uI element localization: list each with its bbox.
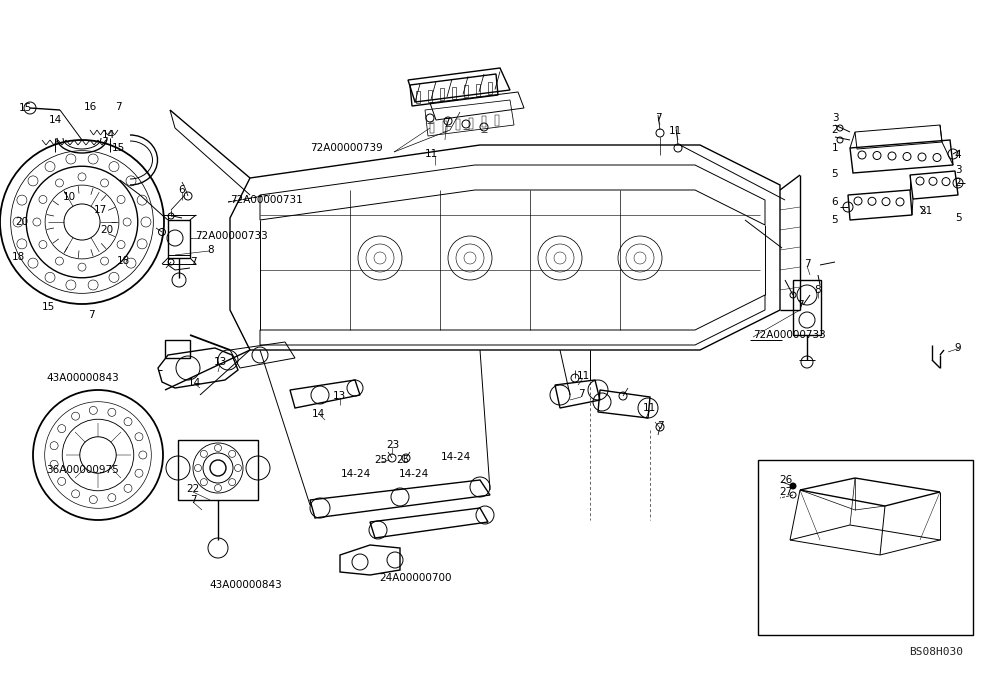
Text: 17: 17 [93,205,107,215]
Text: 8: 8 [815,285,821,295]
Bar [452,86,456,98]
Text: 11: 11 [642,403,656,413]
Bar [178,440,258,500]
Bar [440,88,444,100]
Text: 8: 8 [208,245,214,255]
Text: 72A00000733: 72A00000733 [195,231,268,241]
Text: 15: 15 [111,143,125,153]
Bar [443,120,447,131]
Text: 18: 18 [116,256,130,266]
Text: 14: 14 [311,409,325,419]
Text: 1: 1 [832,143,838,153]
Text: 7: 7 [657,421,663,431]
Text: 7: 7 [578,389,584,399]
Text: 43A00000843: 43A00000843 [46,373,119,383]
Text: 10: 10 [62,192,76,202]
Bar [168,220,190,258]
Text: 4: 4 [955,150,961,160]
Text: 5: 5 [955,213,961,223]
Text: 3: 3 [832,113,838,123]
Text: 9: 9 [955,343,961,353]
Text: 18: 18 [11,252,25,262]
Text: 7: 7 [88,310,94,320]
Text: 11: 11 [668,126,682,136]
Text: 72A00000733: 72A00000733 [753,330,826,340]
Text: 25: 25 [374,455,388,465]
Text: 7: 7 [115,102,121,112]
Text: 7: 7 [443,118,449,128]
Bar [428,90,432,101]
Text: 2: 2 [832,125,838,135]
Bar [793,280,821,335]
Bar [416,91,420,103]
Text: 27: 27 [779,487,792,497]
Text: 6: 6 [832,197,838,207]
Text: 11: 11 [576,371,590,381]
Text: 15: 15 [18,103,32,113]
Text: 13: 13 [213,357,227,367]
Circle shape [790,483,796,489]
Text: 7: 7 [190,495,196,505]
Text: 20: 20 [100,225,114,235]
Bar [488,82,492,94]
Bar [456,119,460,130]
Bar [430,122,434,133]
Text: 5: 5 [832,169,838,179]
Text: 5: 5 [832,215,838,225]
Text: 22: 22 [186,484,200,494]
Text: 13: 13 [332,391,346,401]
Text: 25: 25 [396,455,410,465]
Text: 72A00000731: 72A00000731 [230,195,303,205]
Text: 2: 2 [955,178,961,188]
Text: 14-24: 14-24 [441,452,471,462]
Text: BS08H030: BS08H030 [909,647,963,657]
Text: 14-24: 14-24 [341,469,371,479]
Bar [165,340,190,358]
Text: 15: 15 [41,302,55,312]
Text: 7: 7 [190,257,196,267]
Text: 26: 26 [779,475,792,485]
Text: 21: 21 [919,206,933,216]
Text: 11: 11 [424,149,438,159]
Bar [469,118,473,129]
Text: 7: 7 [655,113,661,123]
Text: 6: 6 [179,185,185,195]
Text: 20: 20 [15,217,29,227]
Text: 3: 3 [955,165,961,175]
Text: 43A00000843: 43A00000843 [210,580,282,590]
Bar [168,220,190,255]
Text: 14: 14 [187,378,201,388]
Text: 7: 7 [797,300,803,310]
Text: 36A00000975: 36A00000975 [46,465,119,475]
Text: 14: 14 [101,130,115,140]
Text: 72A00000739: 72A00000739 [310,143,383,153]
Text: 23: 23 [386,440,400,450]
Bar [476,83,480,96]
Text: 14-24: 14-24 [399,469,429,479]
Bar [482,116,486,127]
Text: 7: 7 [804,259,810,269]
Bar [495,114,499,125]
Bar [464,85,468,97]
Bar [758,460,973,635]
Text: 14: 14 [48,115,62,125]
Text: 24A00000700: 24A00000700 [380,573,452,583]
Text: 16: 16 [83,102,97,112]
